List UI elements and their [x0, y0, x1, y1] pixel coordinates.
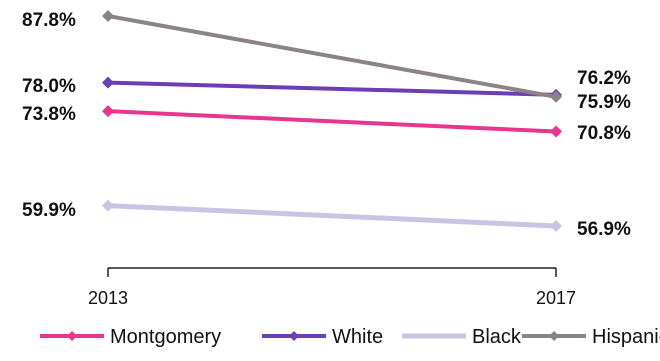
data-label-montgomery-2013: 73.8% — [22, 104, 76, 125]
legend-label-montgomery: Montgomery — [110, 326, 221, 348]
x-axis: 2013 2017 — [88, 267, 576, 308]
point-hispanic-2017 — [550, 90, 562, 103]
legend-marker-hispanic — [549, 331, 559, 341]
legend-item-montgomery: Montgomery — [40, 326, 221, 348]
data-label-white-2017: 76.2% — [577, 68, 631, 89]
legend: Montgomery White Black Hispanic — [40, 326, 660, 348]
series-line-white — [106, 80, 558, 97]
data-label-montgomery-2017: 70.8% — [577, 123, 631, 144]
series-line-black — [105, 203, 559, 229]
legend-item-black: Black — [402, 326, 522, 348]
data-label-black-2013: 59.9% — [22, 200, 76, 221]
point-black-2017 — [550, 220, 562, 232]
point-hispanic-2013 — [102, 10, 114, 22]
legend-marker-montgomery — [67, 331, 77, 341]
legend-marker-white — [289, 331, 299, 341]
legend-label-black: Black — [472, 326, 522, 348]
x-tick-label-2017: 2017 — [536, 288, 576, 308]
legend-item-white: White — [262, 326, 383, 348]
x-tick-label-2013: 2013 — [88, 288, 128, 308]
legend-item-hispanic: Hispanic — [522, 326, 660, 348]
series-lines — [102, 10, 562, 232]
data-labels: 73.8% 70.8% 78.0% 76.2% 59.9% 56.9% 87.8% 75.9% — [22, 10, 631, 240]
point-black-2013 — [102, 199, 114, 212]
data-label-hispanic-2017: 75.9% — [577, 92, 631, 113]
data-label-black-2017: 56.9% — [577, 219, 631, 240]
series-line-hispanic — [106, 14, 558, 99]
point-montgomery-2017 — [550, 125, 562, 138]
legend-label-white: White — [332, 326, 383, 348]
point-montgomery-2013 — [102, 105, 114, 118]
series-line-montgomery — [106, 109, 558, 134]
data-label-white-2013: 78.0% — [22, 76, 76, 97]
legend-label-hispanic: Hispanic — [592, 326, 660, 348]
data-label-hispanic-2013: 87.8% — [22, 10, 76, 31]
point-white-2013 — [102, 76, 114, 89]
